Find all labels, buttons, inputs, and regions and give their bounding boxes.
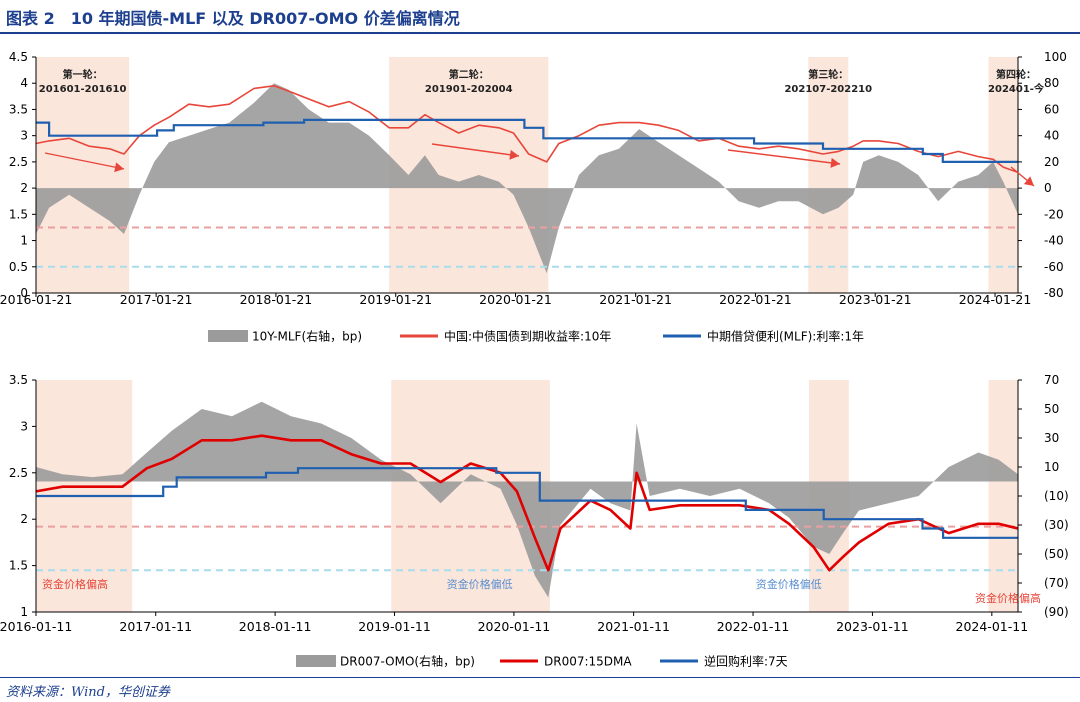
shade-range-label-3: 202107-202210 <box>784 84 872 95</box>
y-right-tick-label: 10 <box>1044 460 1059 474</box>
y-right-tick-label: 60 <box>1044 102 1059 116</box>
shaded-period-1 <box>36 57 130 293</box>
y-left-tick-label: 1.5 <box>9 559 28 573</box>
x-tick-label: 2021-01-21 <box>599 292 672 307</box>
shade-range-label-2: 201901-202004 <box>425 84 513 95</box>
shaded-period-4 <box>988 380 1018 612</box>
y-right-tick-label: (70) <box>1044 576 1069 590</box>
legend-label: 逆回购利率:7天 <box>704 654 788 669</box>
y-left-tick-label: 1 <box>20 234 28 248</box>
legend-label: DR007:15DMA <box>544 655 632 669</box>
shaded-period-3 <box>808 57 849 293</box>
legend-label: DR007-OMO(右轴，bp) <box>340 654 475 669</box>
y-right-tick-label: (90) <box>1044 605 1069 619</box>
x-tick-label: 2017-01-11 <box>119 619 192 634</box>
legend-label: 中期借贷便利(MLF):利率:1年 <box>707 329 864 344</box>
annotation-1: 资金价格偏高 <box>42 577 108 591</box>
y-right-tick-label: 70 <box>1044 373 1059 387</box>
y-right-tick-label: (10) <box>1044 489 1069 503</box>
y-right-tick-label: 80 <box>1044 76 1059 90</box>
y-left-tick-label: 4 <box>20 76 28 90</box>
x-tick-label: 2024-01-21 <box>959 292 1032 307</box>
y-left-tick-label: 1 <box>20 605 28 619</box>
shade-label-4: 第四轮： <box>996 68 1036 81</box>
y-right-tick-label: 40 <box>1044 129 1059 143</box>
x-tick-label: 2016-01-21 <box>0 292 72 307</box>
y-right-tick-label: 30 <box>1044 431 1059 445</box>
title-rule <box>0 32 1080 34</box>
y-right-tick-label: -60 <box>1044 260 1064 274</box>
x-tick-label: 2016-01-11 <box>0 619 72 634</box>
legend-swatch-area-1 <box>208 330 248 342</box>
x-tick-label: 2021-01-11 <box>597 619 670 634</box>
legend-swatch-area-2 <box>296 655 336 667</box>
shade-label-1: 第一轮： <box>63 68 103 81</box>
y-left-tick-label: 2 <box>20 512 28 526</box>
shade-range-label-1: 201601-201610 <box>39 84 127 95</box>
step-series-2 <box>36 467 1018 539</box>
area-series-2 <box>36 401 1018 598</box>
chart-svg: 第一轮：201601-201610第二轮：201901-202004第三轮：20… <box>0 50 1069 669</box>
y-left-tick-label: 1.5 <box>9 207 28 221</box>
x-tick-label: 2024-01-11 <box>956 619 1029 634</box>
y-right-tick-label: 20 <box>1044 155 1059 169</box>
x-tick-label: 2022-01-11 <box>717 619 790 634</box>
source-note: 资料来源：Wind，华创证券 <box>6 685 170 700</box>
annotation-4: 资金价格偏高 <box>975 591 1041 605</box>
line-series-1 <box>35 85 1019 174</box>
y-left-tick-label: 2 <box>20 181 28 195</box>
y-left-tick-label: 2.5 <box>9 466 28 480</box>
x-tick-label: 2020-01-21 <box>479 292 552 307</box>
y-left-tick-label: 3.5 <box>9 373 28 387</box>
y-left-tick-label: 4.5 <box>9 50 28 64</box>
y-left-tick-label: 0.5 <box>9 260 28 274</box>
y-right-tick-label: 0 <box>1044 181 1052 195</box>
x-tick-label: 2020-01-11 <box>478 619 551 634</box>
y-right-tick-label: (50) <box>1044 547 1069 561</box>
trend-arrow-3-head <box>830 157 840 168</box>
trend-arrow-3-shaft <box>727 149 841 165</box>
y-left-tick-label: 3 <box>20 129 28 143</box>
legend-label: 中国:中债国债到期收益率:10年 <box>444 329 611 344</box>
legend-label: 10Y-MLF(右轴，bp) <box>252 329 362 344</box>
y-right-tick-label: -80 <box>1044 286 1064 300</box>
y-left-tick-label: 3 <box>20 419 28 433</box>
area-series-1 <box>36 83 1018 274</box>
x-tick-label: 2019-01-21 <box>359 292 432 307</box>
trend-arrow-2-shaft <box>431 143 520 157</box>
y-right-tick-label: -40 <box>1044 234 1064 248</box>
step-series-1 <box>36 118 1018 163</box>
x-tick-label: 2022-01-21 <box>719 292 792 307</box>
x-tick-label: 2023-01-11 <box>836 619 909 634</box>
x-tick-label: 2017-01-21 <box>120 292 193 307</box>
x-tick-label: 2019-01-11 <box>358 619 431 634</box>
x-tick-label: 2023-01-21 <box>839 292 912 307</box>
annotation-2: 资金价格偏低 <box>447 577 513 591</box>
annotation-3: 资金价格偏低 <box>756 577 822 591</box>
trend-arrow-4-head <box>1023 176 1034 186</box>
x-tick-label: 2018-01-21 <box>240 292 313 307</box>
trend-arrow-1-head <box>114 162 124 173</box>
y-left-tick-label: 0 <box>20 286 28 300</box>
y-right-tick-label: 50 <box>1044 402 1059 416</box>
shade-range-label-4: 202401-今 <box>988 82 1045 95</box>
trend-arrow-1-shaft <box>44 152 125 170</box>
line-series-2 <box>35 434 1019 572</box>
x-tick-label: 2018-01-11 <box>239 619 312 634</box>
chart-title: 图表 2 10 年期国债-MLF 以及 DR007-OMO 价差偏离情况 <box>6 9 460 28</box>
shade-label-3: 第三轮： <box>808 68 848 81</box>
y-left-tick-label: 3.5 <box>9 102 28 116</box>
shade-label-2: 第二轮： <box>449 68 489 81</box>
y-right-tick-label: (30) <box>1044 518 1069 532</box>
y-right-tick-label: 100 <box>1044 50 1067 64</box>
trend-arrow-2-head <box>509 149 519 160</box>
y-right-tick-label: -20 <box>1044 207 1064 221</box>
y-left-tick-label: 2.5 <box>9 155 28 169</box>
source-rule <box>0 677 1080 678</box>
